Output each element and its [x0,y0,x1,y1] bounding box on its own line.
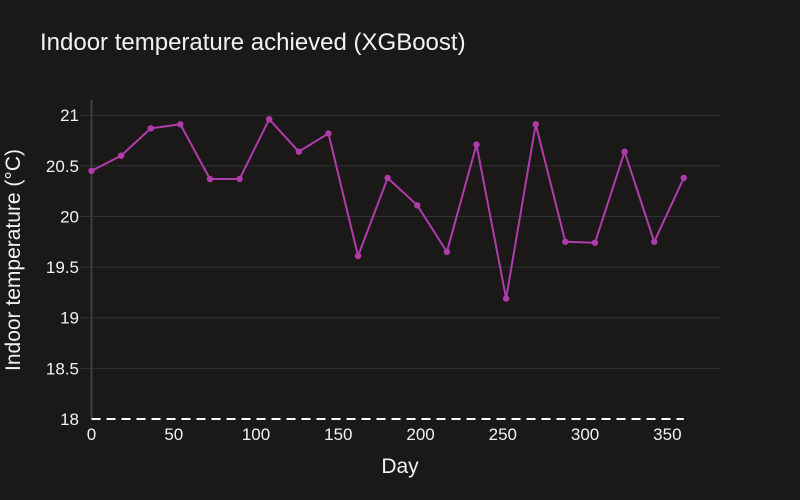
data-point [621,148,628,155]
data-point [147,125,154,132]
x-tick-label: 200 [406,425,434,444]
x-tick-labels: 0 50 100 150 200 250 300 350 [87,425,682,444]
x-axis-title: Day [381,455,419,478]
y-tick-label: 19.5 [46,258,79,277]
x-tick-label: 300 [571,425,599,444]
y-tick-label: 21 [60,106,79,125]
x-tick-label: 150 [324,425,352,444]
x-tick-label: 350 [653,425,681,444]
data-point [502,295,510,302]
data-point [117,152,125,159]
x-tick-label: 50 [164,425,183,444]
data-point [236,175,243,183]
data-point [680,174,688,182]
y-tick-label: 18 [60,410,79,429]
series-layer [88,116,688,420]
data-point [295,148,303,155]
data-point [384,174,391,182]
y-tick-labels: 18 18.5 19 19.5 20 20.5 21 [46,106,79,429]
x-tick-label: 250 [489,425,517,444]
data-point [532,121,539,128]
data-point [591,239,599,246]
data-point [562,238,569,245]
data-point [443,248,451,256]
data-point [650,238,658,245]
y-axis-title: Indoor temperature (°C) [2,149,25,371]
grid-layer [80,114,720,369]
data-point [266,116,273,123]
data-point [206,175,214,183]
data-point [177,121,184,128]
y-tick-label: 19 [60,309,79,328]
data-point [414,202,421,209]
data-point [473,141,480,148]
chart-title: Indoor temperature achieved (XGBoost) [40,29,466,56]
x-tick-label: 100 [242,425,270,444]
y-tick-label: 18.5 [46,359,79,378]
y-tick-label: 20.5 [46,157,79,176]
y-tick-label: 20 [60,207,79,226]
data-point [325,130,332,137]
x-tick-label: 0 [87,425,96,444]
data-point [88,167,95,175]
data-point [354,252,362,260]
temperature-series-line [91,118,685,300]
